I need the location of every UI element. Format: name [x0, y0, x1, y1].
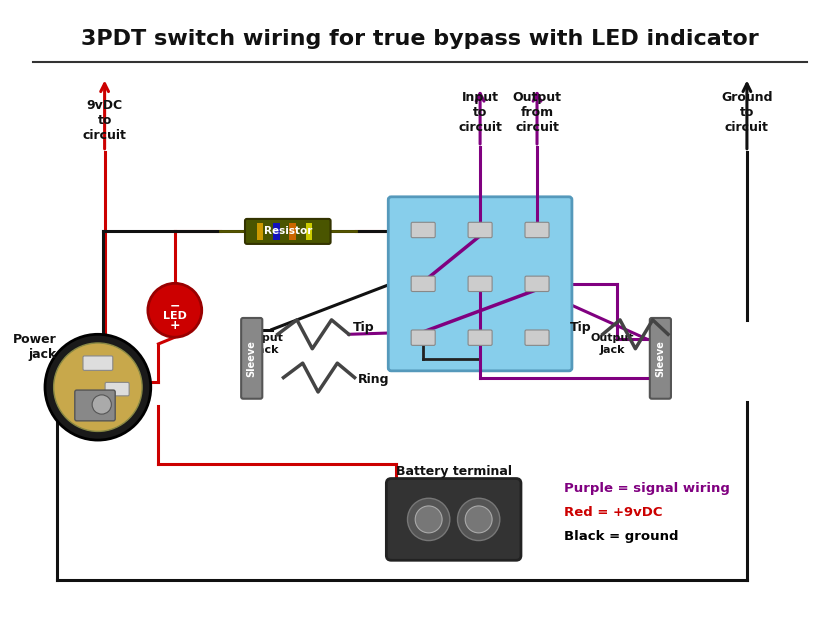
Circle shape: [45, 334, 150, 440]
Text: LED: LED: [163, 311, 186, 321]
Text: Output
from
circuit: Output from circuit: [512, 91, 561, 134]
FancyBboxPatch shape: [388, 197, 572, 371]
Text: Input
Jack: Input Jack: [249, 333, 282, 355]
Text: 3PDT switch wiring for true bypass with LED indicator: 3PDT switch wiring for true bypass with …: [81, 29, 759, 49]
FancyBboxPatch shape: [468, 276, 492, 292]
FancyBboxPatch shape: [83, 356, 113, 370]
Text: Output
Jack: Output Jack: [591, 333, 634, 355]
Text: −: −: [170, 300, 180, 313]
Text: Input
to
circuit: Input to circuit: [458, 91, 502, 134]
FancyBboxPatch shape: [411, 223, 435, 238]
FancyBboxPatch shape: [241, 318, 262, 399]
Bar: [273, 223, 280, 240]
Bar: [256, 223, 263, 240]
Text: Purple = signal wiring: Purple = signal wiring: [564, 482, 730, 495]
Text: Black = ground: Black = ground: [564, 530, 679, 543]
Circle shape: [415, 506, 442, 533]
FancyBboxPatch shape: [411, 276, 435, 292]
Text: Battery terminal: Battery terminal: [396, 465, 512, 478]
Bar: [306, 223, 312, 240]
FancyBboxPatch shape: [650, 318, 671, 399]
FancyBboxPatch shape: [468, 330, 492, 346]
FancyBboxPatch shape: [525, 330, 549, 346]
Text: Ground
to
circuit: Ground to circuit: [722, 91, 773, 134]
Circle shape: [92, 395, 112, 414]
FancyBboxPatch shape: [245, 219, 331, 244]
Text: Ring: Ring: [358, 373, 389, 386]
Text: +: +: [170, 319, 180, 332]
Text: Tip: Tip: [353, 321, 375, 334]
Circle shape: [458, 498, 500, 541]
FancyBboxPatch shape: [525, 276, 549, 292]
Circle shape: [407, 498, 449, 541]
Text: Resistor: Resistor: [264, 226, 312, 236]
FancyBboxPatch shape: [105, 382, 129, 396]
Text: Power
jack: Power jack: [13, 333, 56, 361]
FancyBboxPatch shape: [386, 479, 521, 560]
FancyBboxPatch shape: [411, 330, 435, 346]
Circle shape: [148, 283, 202, 337]
FancyBboxPatch shape: [468, 223, 492, 238]
FancyBboxPatch shape: [75, 390, 115, 421]
Text: Tip: Tip: [570, 321, 591, 334]
Text: Sleeve: Sleeve: [655, 340, 665, 377]
Circle shape: [465, 506, 492, 533]
FancyBboxPatch shape: [525, 223, 549, 238]
Text: Sleeve: Sleeve: [247, 340, 257, 377]
Text: Red = +9vDC: Red = +9vDC: [564, 506, 663, 519]
Text: 9vDC
to
circuit: 9vDC to circuit: [82, 99, 127, 142]
Bar: [289, 223, 296, 240]
Circle shape: [54, 343, 142, 431]
